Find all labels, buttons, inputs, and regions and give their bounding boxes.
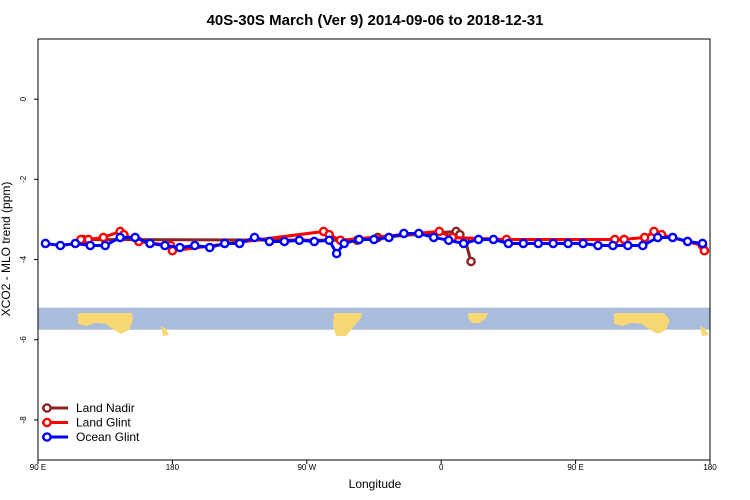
x-tick-label: 180 (166, 463, 180, 472)
x-axis: 90 E 180 90 W 0 90 E 180 (30, 460, 717, 472)
data-point (100, 240, 110, 251)
data-point (503, 238, 514, 249)
data-point (55, 240, 66, 251)
y-tick-label: -4 (19, 255, 28, 263)
series-layer (40, 226, 710, 267)
data-point (115, 232, 125, 243)
data-point (623, 240, 633, 251)
y-tick-label: -8 (19, 416, 28, 424)
y-axis: 0 -2 -4 -6 -8 (19, 96, 38, 423)
x-tick-label: 90 W (297, 463, 316, 472)
y-tick-label: -6 (19, 336, 28, 344)
map-ocean (38, 307, 710, 330)
data-point (145, 238, 155, 249)
data-point (98, 232, 109, 243)
data-point (473, 234, 484, 245)
series-line (45, 231, 703, 257)
map-landmass (161, 326, 169, 336)
data-point (85, 240, 96, 251)
legend-marker (42, 417, 52, 428)
x-tick-label: 90 E (30, 463, 46, 472)
y-axis-label: XCO2 - MLO trend (ppm) (0, 182, 13, 317)
data-point (593, 240, 603, 251)
data-point (518, 238, 529, 249)
data-point (339, 238, 349, 249)
data-point (652, 232, 663, 243)
data-point (354, 234, 364, 245)
legend-marker (42, 403, 52, 413)
plot-frame (37, 38, 711, 461)
data-point (160, 240, 170, 251)
data-point (488, 234, 499, 245)
data-point (533, 238, 544, 249)
series-ocean-glint (40, 228, 708, 259)
legend-label: Land Nadir (76, 401, 135, 415)
data-point (234, 238, 245, 249)
data-point (413, 228, 424, 239)
data-point (563, 238, 573, 249)
legend-marker (42, 432, 52, 442)
map-landmass (700, 326, 709, 336)
data-point (204, 242, 215, 253)
data-point (130, 232, 140, 243)
x-tick-label: 0 (439, 463, 444, 472)
data-point (309, 236, 320, 247)
data-point (578, 238, 588, 249)
map-strip (38, 307, 710, 336)
data-point (667, 232, 678, 243)
data-point (434, 226, 445, 237)
map-landmass (468, 313, 488, 323)
x-axis-label: Longitude (349, 477, 402, 491)
data-point (639, 232, 650, 243)
data-point (369, 234, 379, 245)
data-point (697, 238, 708, 249)
data-point (40, 238, 51, 249)
legend-label: Land Glint (76, 416, 131, 430)
chart-title: 40S-30S March (Ver 9) 2014-09-06 to 2018… (207, 12, 544, 29)
data-point (264, 236, 275, 247)
y-tick-label: 0 (19, 96, 28, 101)
data-point (219, 238, 230, 249)
data-point (175, 242, 185, 253)
data-point (443, 235, 454, 246)
map-landmass (333, 313, 362, 336)
data-point (638, 240, 648, 251)
data-point (70, 238, 81, 249)
data-point (324, 235, 335, 246)
data-point (428, 232, 439, 243)
map-landmass (78, 313, 133, 334)
x-tick-label: 90 E (567, 463, 583, 472)
data-point (279, 236, 290, 247)
data-point (682, 236, 693, 247)
data-point (384, 232, 394, 243)
data-point (331, 248, 342, 259)
x-tick-label: 180 (703, 463, 717, 472)
data-point (189, 240, 200, 251)
data-point (399, 228, 409, 239)
data-point (458, 238, 469, 249)
legend-label: Ocean Glint (76, 430, 140, 444)
data-point (249, 232, 260, 243)
map-landmass (614, 313, 670, 334)
data-point (608, 240, 618, 251)
y-tick-label: -2 (19, 175, 28, 183)
data-point (294, 235, 305, 246)
data-point (548, 238, 559, 249)
data-point (466, 256, 476, 267)
